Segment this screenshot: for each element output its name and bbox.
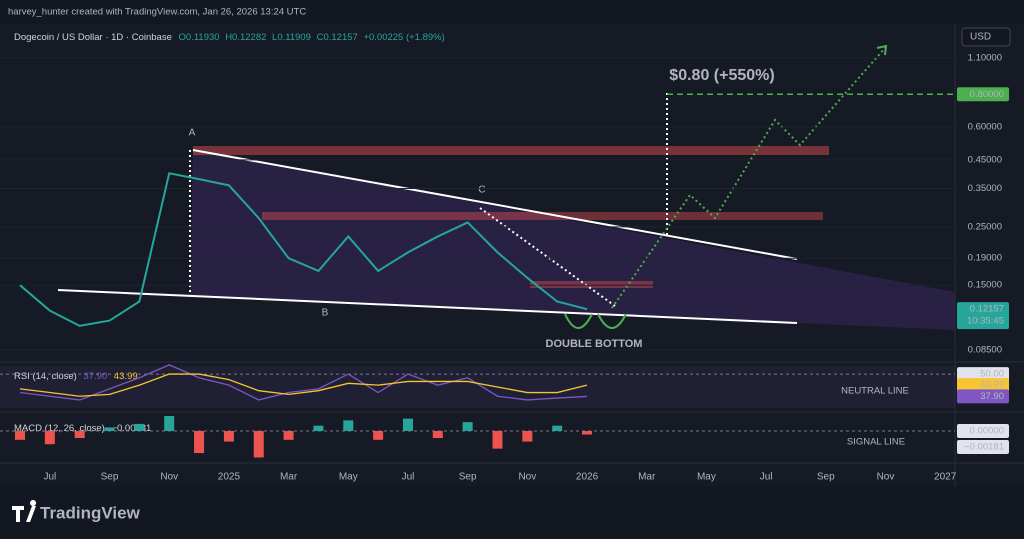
rsi-tag-bg xyxy=(957,378,1009,393)
rsi-tag-bg xyxy=(957,389,1009,404)
y-tick-label: 0.60000 xyxy=(968,122,1002,133)
credit: harvey_hunter created with TradingView.c… xyxy=(8,7,306,18)
rsi-band xyxy=(0,366,955,408)
brand: TradingView xyxy=(40,503,141,522)
symbol-header: Dogecoin / US Dollar · 1D · Coinbase O0.… xyxy=(14,32,445,43)
histogram-bar xyxy=(104,427,115,431)
point-label: C xyxy=(478,185,485,196)
y-tick-label: 0.45000 xyxy=(968,154,1002,165)
y-tick-label: 0.00000 xyxy=(970,425,1004,436)
resistance-zone xyxy=(530,281,653,288)
rsi-tag: 37.90 xyxy=(980,391,1004,402)
histogram-bar xyxy=(15,430,25,440)
rsi-title: RSI (14, close) xyxy=(14,371,77,382)
trendline xyxy=(192,149,798,260)
rsi-value: 37.90 xyxy=(83,371,107,382)
target-tag-bg xyxy=(957,87,1009,102)
point-label: B xyxy=(322,308,329,319)
histogram-bar xyxy=(134,423,145,431)
resistance-zone xyxy=(193,146,829,155)
indicator-line xyxy=(19,364,588,401)
x-tick-label: Nov xyxy=(160,472,178,483)
double-bottom-arc xyxy=(564,313,627,329)
y-tick-label: 0.08500 xyxy=(968,344,1002,355)
point-label: A xyxy=(189,128,196,139)
symbol-title: Dogecoin / US Dollar · 1D · Coinbase xyxy=(14,32,172,43)
macd-tag-bg xyxy=(957,439,1009,454)
logo xyxy=(12,500,37,522)
y-tick-label: 1.10000 xyxy=(968,52,1002,63)
currency-button[interactable] xyxy=(961,27,1011,47)
macd-header: MACD (12, 26, close) −0.00181 xyxy=(14,423,151,434)
histogram-bar xyxy=(522,430,533,442)
x-tick-label: Nov xyxy=(518,472,536,483)
y-tick-label: 0.25000 xyxy=(968,221,1002,232)
histogram-bar xyxy=(223,430,234,442)
x-tick-label: Sep xyxy=(817,472,835,483)
histogram-bar xyxy=(373,430,384,440)
target-annotation: $0.80 (+550%) xyxy=(669,67,774,84)
x-tick-label: Sep xyxy=(459,472,477,483)
histogram-bar xyxy=(432,430,443,439)
rsi-tag: 43.99 xyxy=(980,380,1004,391)
last-price: 0.12157 xyxy=(970,304,1004,315)
histogram-bar xyxy=(253,430,264,458)
x-tick-label: 2025 xyxy=(218,472,241,483)
currency[interactable]: USD xyxy=(970,32,991,43)
macd-tag: −0.00181 xyxy=(964,441,1004,452)
x-tick-label: Jul xyxy=(43,472,56,483)
neutral-line-label: NEUTRAL LINE xyxy=(841,386,909,397)
ohlc: +0.00225 (+1.89%) xyxy=(363,32,444,43)
signal-line-label: SIGNAL LINE xyxy=(847,437,905,448)
histogram-bar xyxy=(462,422,473,431)
projection-arrow xyxy=(876,44,888,56)
histogram-bar xyxy=(582,430,593,435)
chart-area xyxy=(0,24,1024,486)
histogram-bar xyxy=(194,430,205,454)
y-tick-label: 50.00 xyxy=(980,369,1004,380)
rsi-header: RSI (14, close) 37.90 43.99 xyxy=(14,371,138,382)
histogram-bar xyxy=(283,430,294,440)
trendline xyxy=(57,289,798,324)
price-line xyxy=(19,172,588,327)
x-tick-label: Jul xyxy=(402,472,415,483)
histogram-bar xyxy=(343,420,354,431)
histogram-bar xyxy=(44,430,55,445)
rsi-ma-value: 43.99 xyxy=(114,371,138,382)
y-tag-bg xyxy=(957,367,1009,382)
x-tick-label: Sep xyxy=(101,472,119,483)
ohlc: L0.11909 xyxy=(272,32,311,43)
x-tick-label: 2026 xyxy=(576,472,599,483)
x-tick-label: 2027 xyxy=(934,472,957,483)
x-tick-label: Nov xyxy=(877,472,895,483)
ohlc: H0.12282 xyxy=(225,32,266,43)
x-tick-label: May xyxy=(697,472,716,483)
pattern-label: DOUBLE BOTTOM xyxy=(546,338,643,350)
macd-value: −0.00181 xyxy=(111,423,151,434)
resistance-zone xyxy=(262,212,823,220)
y-tag-bg xyxy=(957,423,1009,438)
x-tick-label: May xyxy=(339,472,358,483)
countdown: 10:35:45 xyxy=(967,316,1004,327)
target-tag: 0.80000 xyxy=(970,89,1004,100)
last-price-tag-bg xyxy=(957,302,1009,330)
ohlc: O0.11930 xyxy=(179,32,220,43)
y-tick-label: 0.19000 xyxy=(968,253,1002,264)
macd-title: MACD (12, 26, close) xyxy=(14,423,105,434)
histogram-bar xyxy=(402,418,413,431)
y-tick-label: 0.15000 xyxy=(968,280,1002,291)
indicator-line xyxy=(19,373,588,397)
x-tick-label: Jul xyxy=(760,472,773,483)
x-tick-label: Mar xyxy=(638,472,656,483)
histogram-bar xyxy=(552,425,563,431)
histogram-bar xyxy=(313,425,324,431)
ohlc: C0.12157 xyxy=(317,32,358,43)
y-tick-label: 0.35000 xyxy=(968,183,1002,194)
histogram-bar xyxy=(492,430,503,449)
x-tick-label: Mar xyxy=(280,472,298,483)
histogram-bar xyxy=(164,415,175,431)
histogram-bar xyxy=(74,430,85,439)
